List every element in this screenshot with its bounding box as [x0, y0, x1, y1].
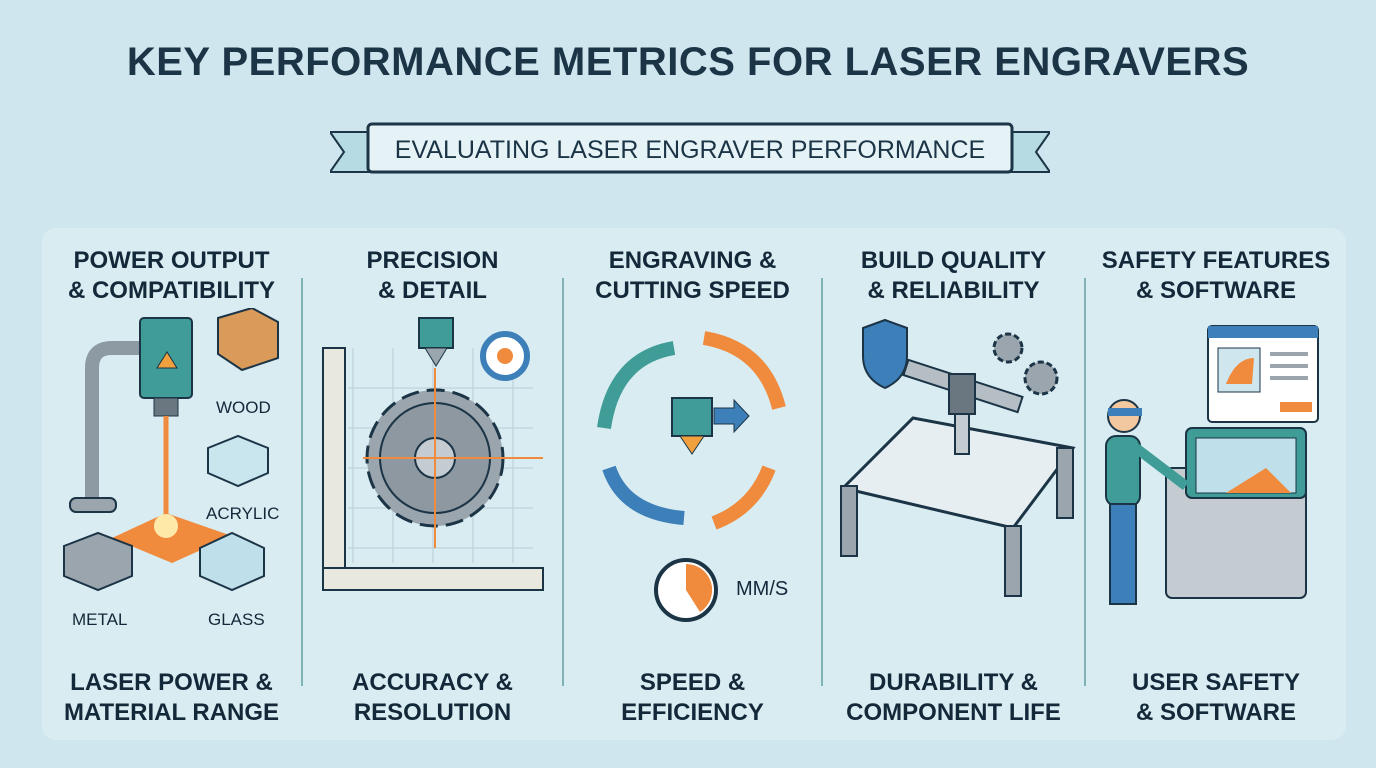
shield-icon — [862, 318, 908, 390]
panel-build-quality: BUILD QUALITY & RELIABILITY DURABILITY & C… — [823, 228, 1084, 740]
software-window-icon — [1207, 325, 1319, 423]
banner-text: EVALUATING LASER ENGRAVER PERFORMANCE — [394, 136, 986, 164]
panel-heading: SAFETY FEATURES & SOFTWARE — [1101, 247, 1331, 304]
gear-ruler-illustration — [322, 317, 544, 591]
panel-heading: BUILD QUALITY & RELIABILITY — [860, 247, 1047, 304]
panel-heading: ENGRAVING & CUTTING SPEED — [595, 247, 790, 304]
material-label-wood: WOOD — [216, 398, 271, 417]
material-label-metal: METAL — [72, 610, 128, 629]
panel-footer: LASER POWER & MATERIAL RANGE — [63, 669, 280, 726]
panel-heading: POWER OUTPUT & COMPATIBILITY — [67, 247, 276, 304]
panel-footer: USER SAFETY & SOFTWARE — [1131, 669, 1301, 726]
metrics-panels: POWER OUTPUT & COMPATIBILITY WOOD ACRYLIC… — [42, 228, 1346, 740]
subtitle-banner: EVALUATING LASER ENGRAVER PERFORMANCE — [330, 120, 1050, 190]
divider — [562, 278, 564, 686]
panel-safety: SAFETY FEATURES & SOFTWARE USER SAFETY & S… — [1086, 228, 1346, 740]
laser-materials-illustration — [63, 308, 279, 592]
material-label-glass: GLASS — [208, 610, 265, 629]
divider — [821, 278, 823, 686]
speed-illustration — [597, 331, 786, 622]
speed-unit-label: MM/S — [736, 578, 789, 600]
divider — [1084, 278, 1086, 686]
divider — [301, 278, 303, 686]
stopwatch-icon — [654, 558, 718, 622]
panel-footer: DURABILITY & COMPONENT LIFE — [846, 669, 1061, 726]
target-icon — [480, 331, 530, 381]
glass-block-icon — [199, 531, 265, 592]
material-label-acrylic: ACRYLIC — [206, 504, 280, 523]
panel-footer: ACCURACY & RESOLUTION — [352, 669, 513, 726]
panel-heading: PRECISION & DETAIL — [366, 247, 499, 304]
acrylic-block-icon — [207, 434, 269, 488]
ribbon-shape — [330, 122, 1050, 174]
user-safety-illustration — [1105, 325, 1319, 605]
panel-power-output: POWER OUTPUT & COMPATIBILITY WOOD ACRYLIC… — [42, 228, 301, 740]
panel-precision: PRECISION & DETAIL ACCURACY & RESOLUTION — [303, 228, 562, 740]
panel-footer: SPEED & EFFICIENCY — [621, 669, 764, 726]
cnc-frame-illustration — [840, 318, 1076, 597]
metal-block-icon — [63, 531, 133, 592]
panel-speed: ENGRAVING & CUTTING SPEED MM/S SPEED & EFF… — [564, 228, 821, 740]
user-figure — [1105, 399, 1190, 605]
page-title: KEY PERFORMANCE METRICS FOR LASER ENGRAV… — [126, 40, 1250, 84]
gears-icon — [992, 332, 1059, 396]
wood-block-icon — [217, 308, 279, 372]
